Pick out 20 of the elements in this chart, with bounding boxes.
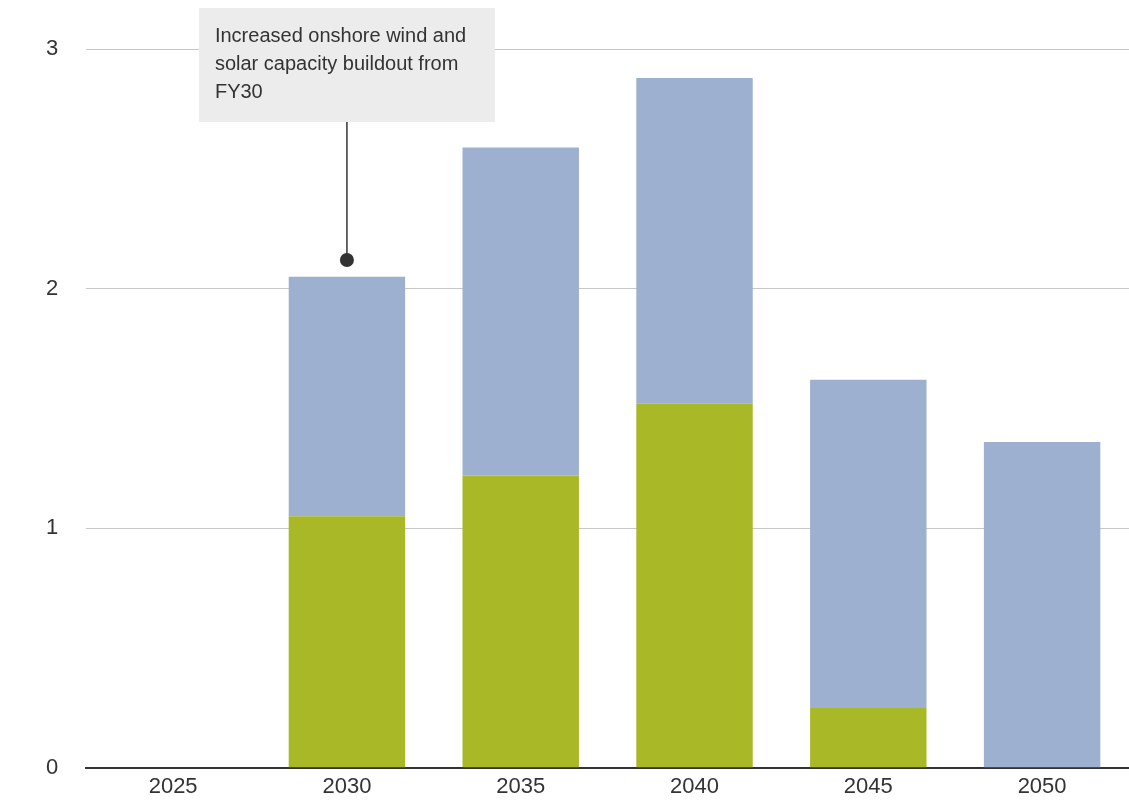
bar [636,403,753,768]
bar [462,147,579,476]
bar [810,379,927,708]
bar [983,442,1101,768]
x-tick-label: 2025 [148,773,198,799]
bar [462,475,579,768]
bar [810,707,927,768]
x-tick-label: 2045 [843,773,893,799]
annotation: Increased onshore wind and solar capacity buildout from FY30 [214,23,467,102]
y-tick-label: 0 [45,753,59,779]
x-tick-label: 2040 [670,773,719,799]
y-tick-label: 2 [45,274,59,300]
y-tick-label: 3 [45,35,59,61]
x-tick-label: 2030 [322,773,372,799]
x-tick-label: 2050 [1017,773,1067,799]
bar [288,276,406,517]
y-tick-label: 1 [45,514,59,540]
bar [288,516,406,768]
bar [636,77,753,404]
x-tick-label: 2035 [496,773,546,799]
